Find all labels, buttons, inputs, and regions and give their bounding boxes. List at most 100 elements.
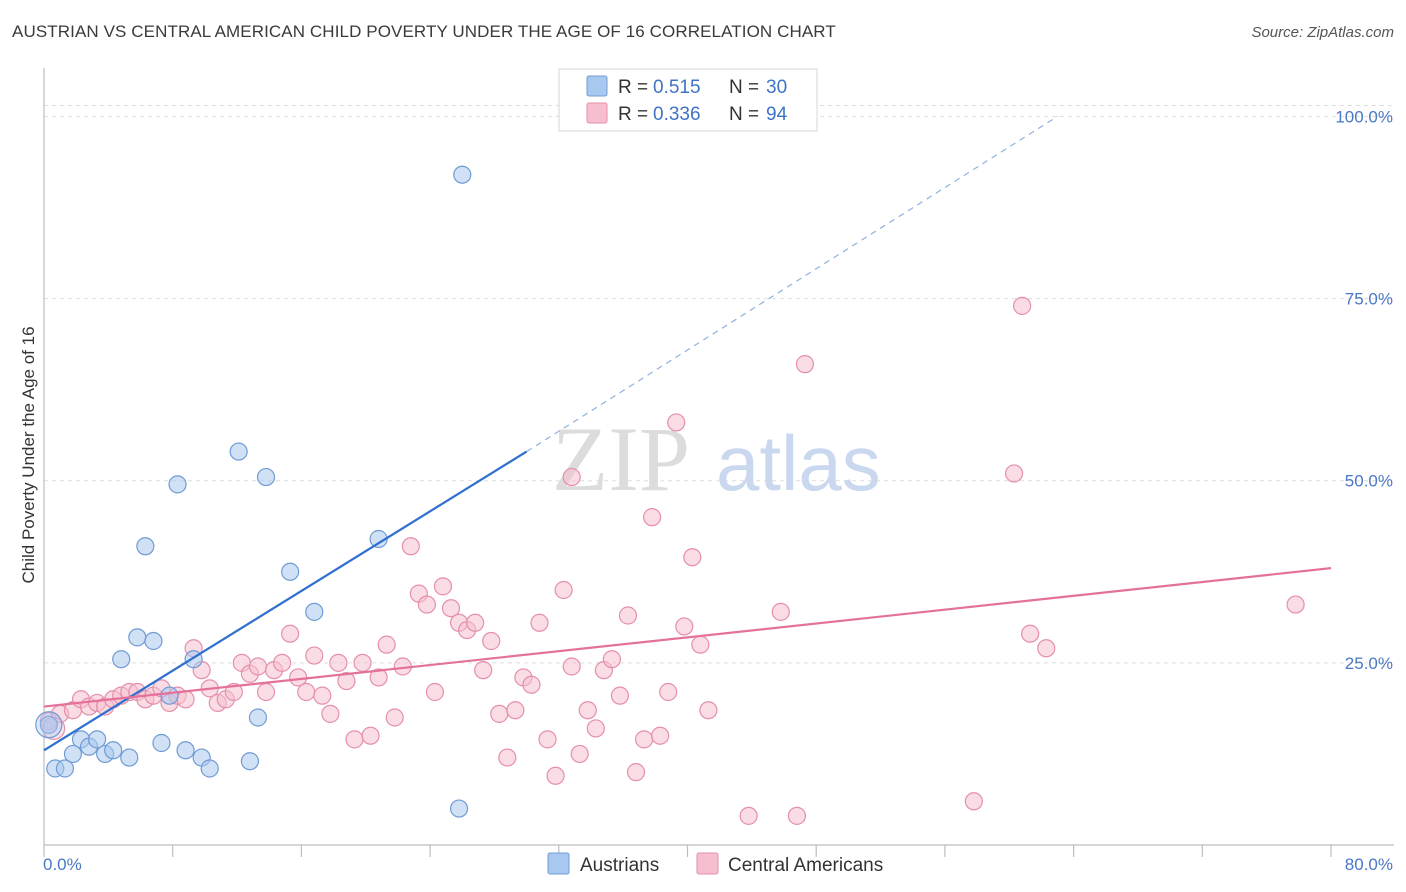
- central-americans-point-39: [361, 726, 380, 745]
- central-americans-point-33: [313, 686, 332, 705]
- y-tick-label-100: 100.0%: [1335, 107, 1393, 126]
- legend-r-value-austrians: 0.515: [653, 77, 701, 98]
- central-americans-point-81: [699, 701, 718, 720]
- central-americans-point-54: [482, 631, 501, 651]
- watermark: ZIP atlas: [552, 408, 881, 510]
- central-americans-point-28: [272, 653, 292, 672]
- central-americans-point-88: [1004, 464, 1024, 483]
- bottom-legend: Austrians Central Americans: [547, 852, 883, 876]
- central-americans-point-64: [562, 657, 581, 676]
- bottom-legend-swatch-austrians: [547, 852, 570, 875]
- austrians-point-13: [144, 631, 163, 651]
- bottom-legend-label-central-americans: Central Americans: [728, 855, 883, 876]
- austrians-point-2: [55, 759, 75, 778]
- legend-n-value-austrians: 30: [766, 77, 787, 98]
- central-americans-point-59: [522, 675, 541, 694]
- bottom-legend-label-austrians: Austrians: [580, 855, 659, 876]
- central-americans-point-75: [651, 726, 670, 745]
- central-americans-point-37: [345, 730, 364, 749]
- austrians-point-15: [160, 686, 179, 705]
- central-americans-point-48: [433, 577, 453, 596]
- austrians-point-24: [256, 467, 276, 487]
- watermark-zip: ZIP: [552, 408, 690, 510]
- central-americans-point-91: [1013, 296, 1032, 315]
- central-americans-point-26: [256, 682, 276, 702]
- source-credit: Source: ZipAtlas.com: [1251, 24, 1394, 41]
- austrians-point-29: [453, 165, 472, 184]
- central-americans-point-87: [964, 792, 983, 811]
- legend-swatch-austrians: [586, 75, 608, 97]
- central-americans-point-56: [498, 748, 517, 767]
- y-tick-label-25: 25.0%: [1345, 654, 1393, 673]
- legend-r-label-austrians: R =: [618, 77, 648, 98]
- austrians-point-9: [120, 748, 139, 767]
- legend-n-value-central-americans: 94: [766, 104, 788, 125]
- austrians-trend-extension: [526, 115, 1058, 453]
- central-americans-point-60: [530, 613, 549, 632]
- central-americans-point-67: [586, 719, 605, 738]
- bottom-legend-swatch-central-americans: [696, 852, 719, 875]
- central-americans-point-73: [634, 730, 654, 749]
- austrians-point-3: [63, 744, 83, 764]
- central-americans-points: [39, 296, 1305, 825]
- chart-title: AUSTRIAN VS CENTRAL AMERICAN CHILD POVER…: [12, 22, 836, 41]
- central-americans-trend-line: [43, 567, 1332, 708]
- central-americans-point-34: [321, 704, 340, 723]
- austrians-points: [35, 165, 472, 818]
- x-tick-label-max: 80.0%: [1345, 855, 1393, 874]
- central-americans-point-80: [691, 635, 710, 654]
- x-ticks: [43, 845, 1332, 857]
- central-americans-point-42: [385, 708, 404, 727]
- austrians-point-20: [200, 759, 219, 778]
- legend: R = 0.515 N = 30 R = 0.336 N = 94: [558, 68, 818, 132]
- central-americans-point-74: [643, 508, 662, 527]
- y-tick-labels: 25.0% 50.0% 75.0% 100.0%: [1335, 107, 1393, 672]
- central-americans-point-78: [675, 617, 694, 636]
- central-americans-point-25: [248, 657, 268, 676]
- y-tick-label-50: 50.0%: [1345, 472, 1393, 491]
- central-americans-point-53: [474, 661, 493, 680]
- austrians-point-14: [152, 733, 171, 753]
- austrians-point-28: [449, 799, 469, 818]
- austrians-point-cluster: [35, 711, 63, 739]
- central-americans-point-49: [441, 599, 461, 618]
- central-americans-point-89: [1021, 624, 1040, 643]
- central-americans-point-66: [578, 701, 597, 720]
- watermark-atlas: atlas: [716, 419, 881, 507]
- central-americans-point-90: [1037, 639, 1056, 658]
- central-americans-point-70: [610, 686, 630, 705]
- austrians-point-22: [240, 752, 260, 771]
- central-americans-point-47: [425, 682, 445, 702]
- austrians-trend-line: [43, 450, 528, 752]
- x-tick-labels: 0.0% 80.0%: [43, 855, 1393, 874]
- central-americans-point-41: [377, 635, 396, 654]
- central-americans-point-83: [771, 602, 790, 621]
- central-americans-point-35: [329, 653, 348, 672]
- central-americans-point-62: [546, 766, 565, 785]
- y-axis-label: Child Poverty Under the Age of 16: [19, 326, 38, 583]
- central-americans-point-57: [506, 701, 525, 720]
- austrians-point-6: [87, 730, 107, 749]
- central-americans-point-69: [602, 650, 621, 669]
- central-americans-point-71: [618, 606, 638, 625]
- austrians-point-0: [39, 715, 58, 734]
- central-americans-point-61: [538, 730, 557, 749]
- austrians-point-17: [176, 741, 195, 760]
- central-americans-point-76: [659, 682, 678, 702]
- central-americans-point-52: [466, 613, 485, 632]
- central-americans-point-86: [562, 467, 581, 487]
- central-americans-point-77: [667, 413, 686, 432]
- austrians-point-11: [128, 628, 147, 647]
- central-americans-point-31: [297, 682, 316, 702]
- central-americans-point-82: [739, 806, 758, 825]
- central-americans-point-92: [1286, 595, 1305, 614]
- central-americans-point-22: [224, 682, 243, 702]
- legend-r-label-central-americans: R =: [618, 104, 648, 125]
- central-americans-point-38: [353, 653, 372, 672]
- central-americans-point-32: [305, 646, 324, 665]
- central-americans-point-63: [554, 580, 573, 600]
- austrians-point-21: [229, 442, 248, 461]
- austrians-point-8: [104, 741, 123, 760]
- austrians-point-23: [248, 708, 268, 727]
